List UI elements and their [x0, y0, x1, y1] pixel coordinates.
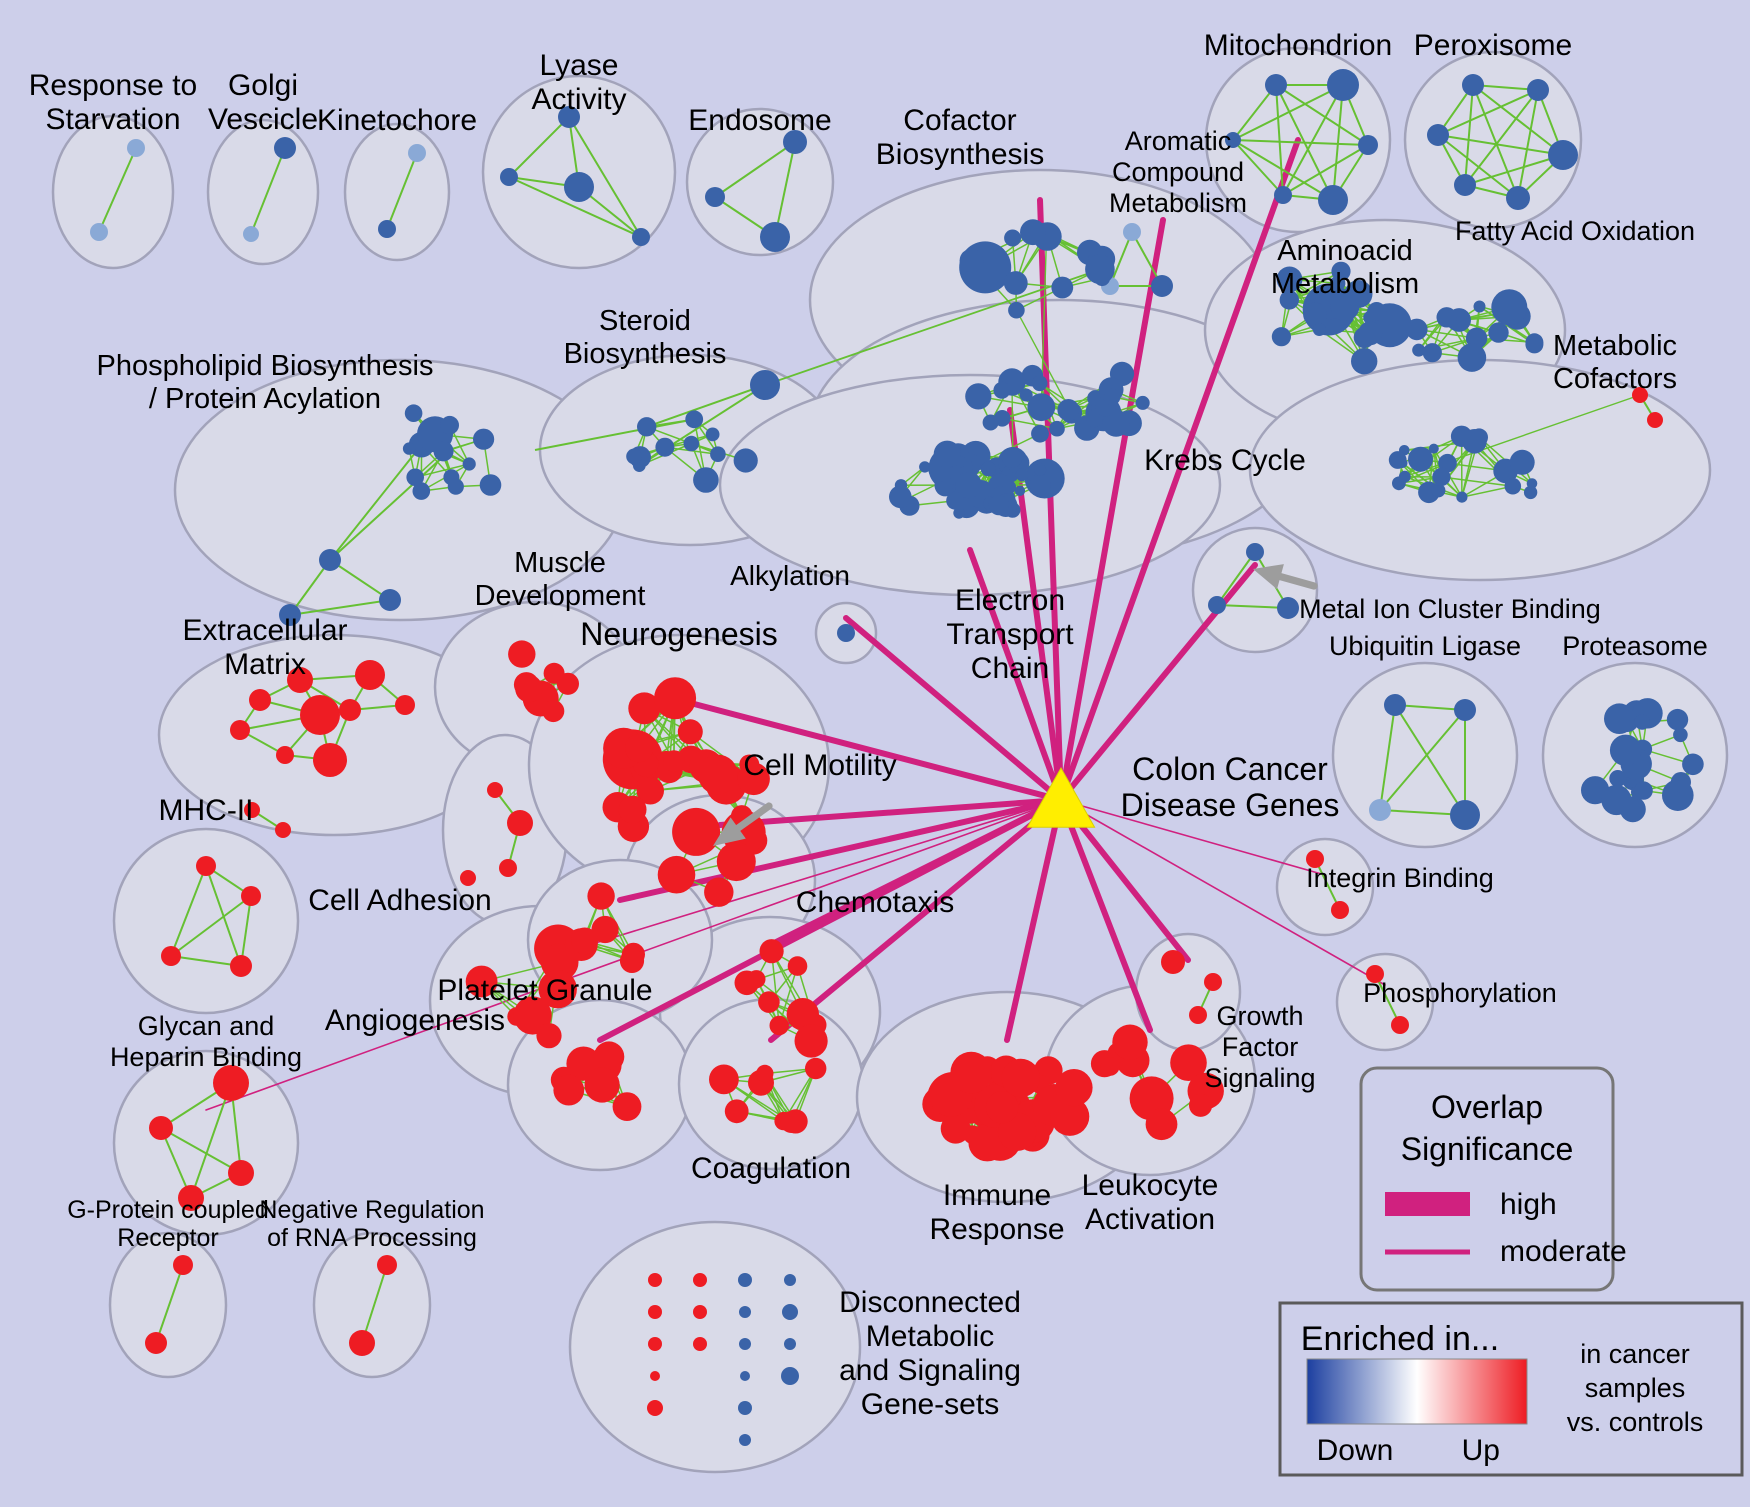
svg-text:Alkylation: Alkylation	[730, 560, 850, 591]
svg-text:moderate: moderate	[1500, 1235, 1627, 1268]
svg-text:MHC-II: MHC-II	[159, 794, 254, 827]
svg-text:Fatty Acid Oxidation: Fatty Acid Oxidation	[1455, 216, 1695, 246]
svg-text:Metal Ion Cluster Binding: Metal Ion Cluster Binding	[1299, 594, 1601, 624]
svg-text:Peroxisome: Peroxisome	[1414, 29, 1572, 62]
svg-text:Platelet Granule: Platelet Granule	[437, 974, 652, 1007]
svg-text:vs. controls: vs. controls	[1567, 1407, 1704, 1437]
svg-text:Phosphorylation: Phosphorylation	[1363, 978, 1557, 1008]
svg-text:Chemotaxis: Chemotaxis	[796, 886, 954, 919]
svg-text:Kinetochore: Kinetochore	[317, 104, 477, 137]
svg-text:Significance: Significance	[1401, 1131, 1574, 1167]
svg-text:in cancer: in cancer	[1580, 1339, 1690, 1369]
svg-text:Enriched in...: Enriched in...	[1301, 1320, 1499, 1358]
svg-text:Neurogenesis: Neurogenesis	[580, 616, 777, 652]
svg-text:samples: samples	[1585, 1373, 1686, 1403]
svg-text:Cell Motility: Cell Motility	[743, 749, 896, 782]
svg-text:Endosome: Endosome	[688, 104, 831, 137]
svg-text:Ubiquitin Ligase: Ubiquitin Ligase	[1329, 631, 1521, 661]
svg-text:Integrin Binding: Integrin Binding	[1306, 863, 1494, 893]
svg-text:Mitochondrion: Mitochondrion	[1204, 29, 1392, 62]
svg-text:Overlap: Overlap	[1431, 1089, 1543, 1125]
svg-text:Angiogenesis: Angiogenesis	[325, 1004, 505, 1037]
svg-text:Up: Up	[1462, 1434, 1500, 1467]
svg-text:Down: Down	[1317, 1434, 1394, 1467]
svg-text:Proteasome: Proteasome	[1562, 631, 1708, 661]
svg-text:high: high	[1500, 1188, 1557, 1221]
svg-text:Krebs Cycle: Krebs Cycle	[1144, 444, 1306, 477]
svg-text:Cell Adhesion: Cell Adhesion	[308, 884, 491, 917]
svg-text:Coagulation: Coagulation	[691, 1152, 851, 1185]
